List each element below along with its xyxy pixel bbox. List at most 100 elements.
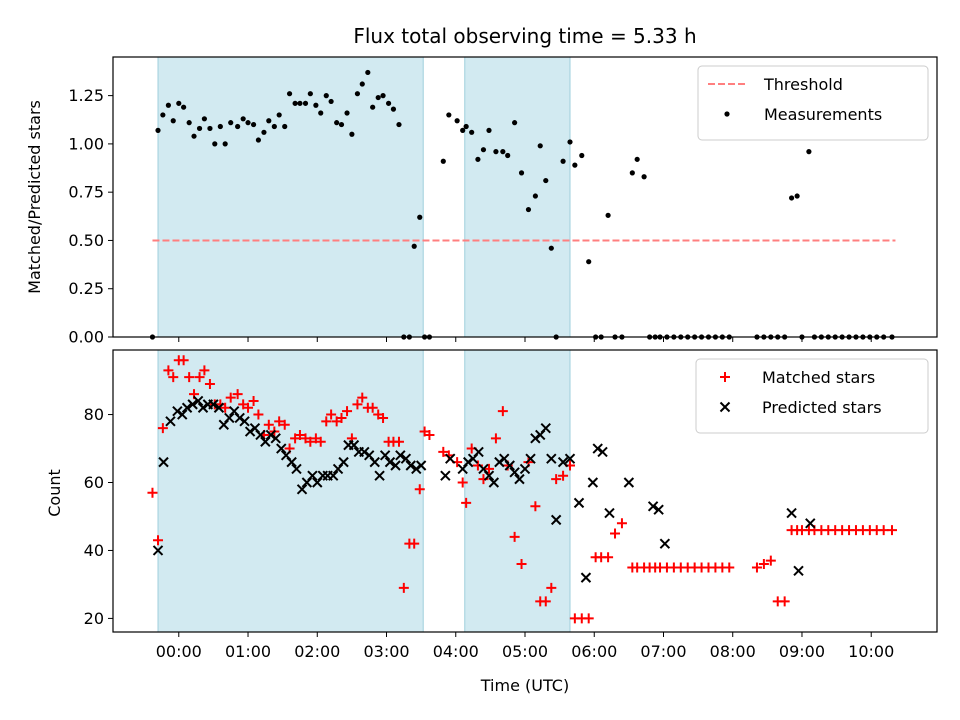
- data-point: [400, 453, 412, 464]
- y-tick-label: 1.25: [68, 86, 104, 105]
- data-point: [805, 518, 816, 529]
- data-point: [181, 104, 187, 110]
- data-point: [504, 460, 515, 471]
- data-point: [758, 559, 769, 570]
- data-point: [540, 596, 551, 607]
- data-point: [532, 193, 538, 199]
- data-point: [378, 412, 389, 423]
- data-point: [147, 487, 158, 498]
- data-point: [315, 436, 326, 447]
- data-point: [208, 399, 219, 410]
- data-point: [354, 91, 361, 97]
- data-point: [546, 453, 557, 464]
- data-point: [326, 409, 337, 420]
- data-point: [724, 562, 735, 573]
- data-point: [396, 121, 402, 128]
- data-point: [328, 98, 334, 105]
- data-point: [313, 102, 319, 108]
- data-point: [244, 426, 256, 437]
- data-point: [181, 402, 193, 413]
- data-point: [509, 531, 520, 542]
- data-point: [192, 395, 204, 407]
- data-point: [411, 243, 417, 249]
- observing-interval: [464, 349, 571, 633]
- data-point: [445, 453, 456, 464]
- data-point: [207, 125, 213, 132]
- data-point: [395, 450, 406, 461]
- data-point: [369, 456, 380, 468]
- data-point: [475, 156, 481, 162]
- data-point: [194, 372, 205, 383]
- data-point: [634, 156, 640, 162]
- data-point: [266, 118, 272, 124]
- data-point: [334, 120, 340, 126]
- data-point: [243, 402, 254, 413]
- x-tick-label: 10:00: [848, 642, 894, 661]
- data-point: [483, 463, 494, 474]
- data-point: [291, 463, 302, 475]
- data-point: [199, 365, 210, 376]
- data-point: [176, 100, 182, 106]
- y-tick-label: 0.25: [68, 279, 104, 298]
- data-point: [271, 123, 277, 130]
- data-point: [292, 100, 298, 106]
- data-point: [551, 474, 562, 485]
- legend-swatch: [724, 111, 730, 117]
- legend: Threshold Measurements: [697, 65, 929, 141]
- data-point: [525, 453, 536, 464]
- data-point: [187, 399, 198, 410]
- data-point: [398, 582, 409, 593]
- data-point: [461, 497, 472, 508]
- data-point: [359, 81, 365, 87]
- data-point: [537, 143, 543, 149]
- data-point: [793, 565, 804, 577]
- data-point: [579, 152, 585, 159]
- data-point: [641, 174, 647, 180]
- legend-box: [697, 65, 929, 141]
- data-point: [558, 470, 569, 481]
- data-point: [463, 456, 474, 468]
- y-tick-label: 80: [84, 405, 104, 424]
- data-point: [217, 123, 223, 130]
- data-point: [184, 372, 195, 383]
- observing-interval: [464, 56, 571, 338]
- data-point: [616, 518, 627, 529]
- data-point: [592, 443, 603, 454]
- data-point: [294, 429, 305, 440]
- data-point: [352, 399, 363, 410]
- data-point: [390, 106, 397, 112]
- data-point: [250, 121, 257, 128]
- data-point: [338, 121, 345, 128]
- data-point: [155, 127, 161, 133]
- series-predicted-stars: [152, 395, 816, 583]
- data-point: [659, 538, 671, 549]
- data-point: [653, 504, 664, 515]
- data-point: [327, 470, 339, 481]
- data-point: [794, 193, 800, 199]
- data-point: [375, 94, 381, 101]
- data-point: [255, 137, 262, 143]
- data-point: [788, 195, 795, 201]
- legend-box: [695, 358, 929, 434]
- data-point: [623, 477, 635, 488]
- data-point: [494, 456, 505, 468]
- data-point: [296, 484, 308, 495]
- data-point: [286, 456, 297, 468]
- data-point: [204, 378, 215, 389]
- data-point: [321, 416, 332, 427]
- data-point: [493, 149, 499, 155]
- data-point: [480, 147, 487, 153]
- data-point: [546, 582, 557, 593]
- data-point: [255, 429, 266, 441]
- y-tick-label: 40: [84, 541, 104, 560]
- data-point: [530, 501, 541, 512]
- data-point: [473, 446, 484, 458]
- data-point: [587, 477, 599, 488]
- data-point: [348, 439, 360, 451]
- data-point: [168, 372, 179, 383]
- data-point: [178, 355, 189, 366]
- data-point: [224, 412, 235, 424]
- data-point: [177, 409, 188, 420]
- legend: Matched stars Predicted stars: [695, 358, 929, 434]
- data-point: [157, 423, 168, 434]
